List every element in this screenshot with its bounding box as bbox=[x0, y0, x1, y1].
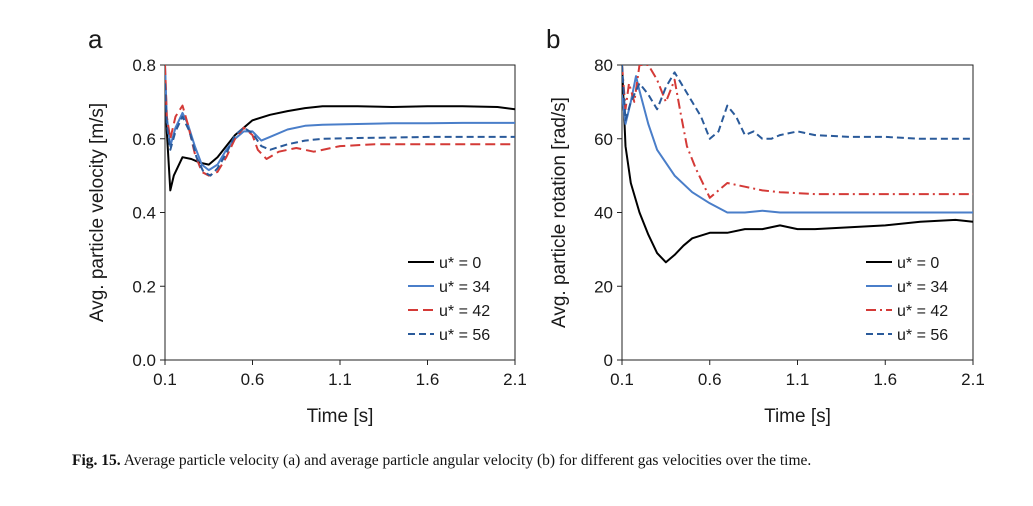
legend-label: u* = 34 bbox=[439, 279, 490, 296]
x-tick-label: 2.1 bbox=[961, 370, 985, 389]
legend-label: u* = 34 bbox=[897, 279, 948, 296]
x-tick-label: 0.1 bbox=[153, 370, 177, 389]
y-axis-label: Avg. particle velocity [m/s] bbox=[87, 103, 108, 322]
series-line-4 bbox=[165, 83, 515, 177]
legend-label: u* = 0 bbox=[439, 255, 481, 272]
y-tick-label: 20 bbox=[594, 277, 613, 296]
x-tick-label: 0.6 bbox=[241, 370, 265, 389]
legend-label: u* = 56 bbox=[439, 327, 490, 344]
y-axis-label: Avg. particle rotation [rad/s] bbox=[549, 97, 570, 328]
legend-label: u* = 56 bbox=[897, 327, 948, 344]
panel-label: b bbox=[546, 24, 560, 54]
panel-b-chart: b 0.1 0.6 1.1 1.6 2.1 0 20 40 60 80 Time [s] Avg. pa… bbox=[546, 24, 985, 427]
series-line-3 bbox=[165, 65, 515, 177]
x-tick-label: 2.1 bbox=[503, 370, 527, 389]
legend-label: u* = 42 bbox=[439, 303, 490, 320]
y-tick-label: 80 bbox=[594, 56, 613, 75]
series-line-4 bbox=[622, 65, 973, 140]
x-tick-label: 1.1 bbox=[328, 370, 352, 389]
caption-label: Fig. 15. bbox=[72, 452, 121, 469]
y-tick-label: 40 bbox=[594, 204, 613, 223]
x-tick-label: 1.6 bbox=[873, 370, 897, 389]
y-tick-label: 60 bbox=[594, 130, 613, 149]
figure-caption: Fig. 15. Average particle velocity (a) a… bbox=[72, 452, 1022, 470]
x-tick-label: 1.6 bbox=[416, 370, 440, 389]
y-tick-label: 0 bbox=[604, 351, 613, 370]
y-tick-label: 0.8 bbox=[132, 56, 156, 75]
series-line-1 bbox=[622, 65, 973, 264]
x-axis-label: Time [s] bbox=[307, 406, 374, 427]
x-tick-label: 0.6 bbox=[698, 370, 722, 389]
y-tick-label: 0.4 bbox=[132, 204, 156, 223]
panel-label: a bbox=[88, 24, 103, 54]
caption-text: Average particle velocity (a) and averag… bbox=[123, 452, 812, 469]
series-line-3 bbox=[622, 65, 973, 199]
figure: a 0.1 0.6 1.1 1.6 2.1 0.0 0.2 0.4 0.6 0.8 Time [s] A… bbox=[87, 24, 985, 427]
x-tick-label: 0.1 bbox=[610, 370, 634, 389]
legend-label: u* = 42 bbox=[897, 303, 948, 320]
x-tick-label: 1.1 bbox=[786, 370, 810, 389]
x-axis-label: Time [s] bbox=[764, 406, 831, 427]
y-tick-label: 0.2 bbox=[132, 277, 156, 296]
series-line-2 bbox=[622, 75, 973, 214]
series-line-2 bbox=[165, 65, 515, 172]
y-tick-label: 0.6 bbox=[132, 130, 156, 149]
panel-a-chart: a 0.1 0.6 1.1 1.6 2.1 0.0 0.2 0.4 0.6 0.8 Time [s] A… bbox=[87, 24, 527, 427]
y-tick-label: 0.0 bbox=[132, 351, 156, 370]
legend-label: u* = 0 bbox=[897, 255, 939, 272]
